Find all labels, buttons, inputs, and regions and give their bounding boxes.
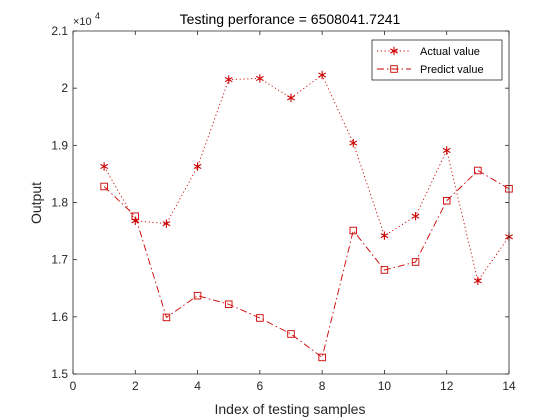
series-point-actual <box>380 231 389 240</box>
series-point-actual <box>100 162 109 171</box>
x-tick-label: 8 <box>319 379 326 393</box>
plot-area <box>73 31 509 374</box>
series-point-actual-stroke-3 <box>287 95 295 101</box>
series-line-actual <box>103 74 510 282</box>
series-point-predict <box>318 353 326 362</box>
y-axis-label: Output <box>28 182 44 224</box>
series-point-predict <box>100 182 108 191</box>
y-tick-label: 1.9 <box>51 138 68 152</box>
series-point-predict <box>287 330 295 338</box>
series-point-actual <box>224 75 233 84</box>
series-point-predict <box>474 166 482 175</box>
legend-box <box>371 39 503 81</box>
x-tick-label: 12 <box>440 379 454 393</box>
series-point-actual <box>349 138 358 148</box>
y-exponent-base: ×10 <box>73 16 92 28</box>
x-tick-label: 0 <box>70 379 77 393</box>
y-tick-label: 1.8 <box>51 196 68 210</box>
series-point-actual-stroke-3 <box>473 278 482 284</box>
y-tick-label: 2.1 <box>51 24 68 38</box>
x-tick-label: 14 <box>502 379 516 393</box>
x-tick-label: 4 <box>194 379 201 393</box>
x-tick-label: 2 <box>132 379 139 393</box>
legend: Actual value Predict value <box>371 39 503 81</box>
y-tick-label: 1.6 <box>51 310 68 324</box>
series-point-actual <box>473 276 482 286</box>
y-tick-label: 1.5 <box>51 367 68 381</box>
series-point-predict <box>131 212 140 220</box>
series-point-actual-stroke-3 <box>349 140 358 146</box>
series-point-predict <box>193 291 202 300</box>
series-point-actual-stroke-3 <box>193 163 202 170</box>
legend-item-predict: Predict value <box>377 64 484 76</box>
series-point-predict <box>162 313 171 322</box>
series-point-actual <box>442 146 451 155</box>
series-point-actual <box>255 74 264 83</box>
series-point-actual <box>287 93 295 103</box>
legend-marker-actual-stroke-3 <box>390 48 398 54</box>
y-tick-label: 1.7 <box>51 253 68 267</box>
series-point-predict <box>442 197 451 205</box>
series-point-actual-stroke-3 <box>411 213 420 219</box>
series-point-actual-stroke-3 <box>224 77 233 83</box>
legend-label-predict: Predict value <box>420 64 484 76</box>
series-point-actual <box>411 212 420 221</box>
series-point-predict <box>224 300 233 309</box>
series-point-predict <box>349 226 358 235</box>
series-point-actual-stroke-3 <box>100 163 109 170</box>
legend-item-actual: Actual value <box>377 46 480 58</box>
x-axis-label: Index of testing samples <box>215 401 366 417</box>
series-point-actual-stroke-3 <box>442 147 451 154</box>
series-line-predict <box>103 169 510 359</box>
series-point-actual-stroke-3 <box>162 221 171 227</box>
series-point-actual <box>193 162 202 171</box>
legend-label-actual: Actual value <box>420 46 480 58</box>
series-point-actual <box>318 70 327 80</box>
legend-marker-predict <box>390 65 398 73</box>
chart-title: Testing perforance = 6508041.7241 <box>180 11 401 27</box>
ticks-layer: 0 2 4 6 8 10 12 14 1.5 1.6 1.7 1.8 1.9 2 2.1 <box>51 24 516 393</box>
series-point-actual-stroke-3 <box>380 233 389 239</box>
legend-entries: Actual value Predict value <box>377 46 484 76</box>
series-point-actual-stroke-3 <box>318 72 327 78</box>
x-tick-label: 6 <box>257 379 264 393</box>
series-layer <box>100 70 513 362</box>
series-point-actual <box>162 219 171 228</box>
series-point-actual-stroke-3 <box>255 75 264 82</box>
x-tick-label: 10 <box>378 379 392 393</box>
series-point-predict <box>256 314 264 322</box>
y-tick-label: 2 <box>61 81 68 95</box>
series-point-predict <box>411 258 420 266</box>
legend-marker-actual <box>390 46 398 56</box>
y-exponent-power: 4 <box>95 11 100 21</box>
series-point-predict <box>380 266 389 274</box>
